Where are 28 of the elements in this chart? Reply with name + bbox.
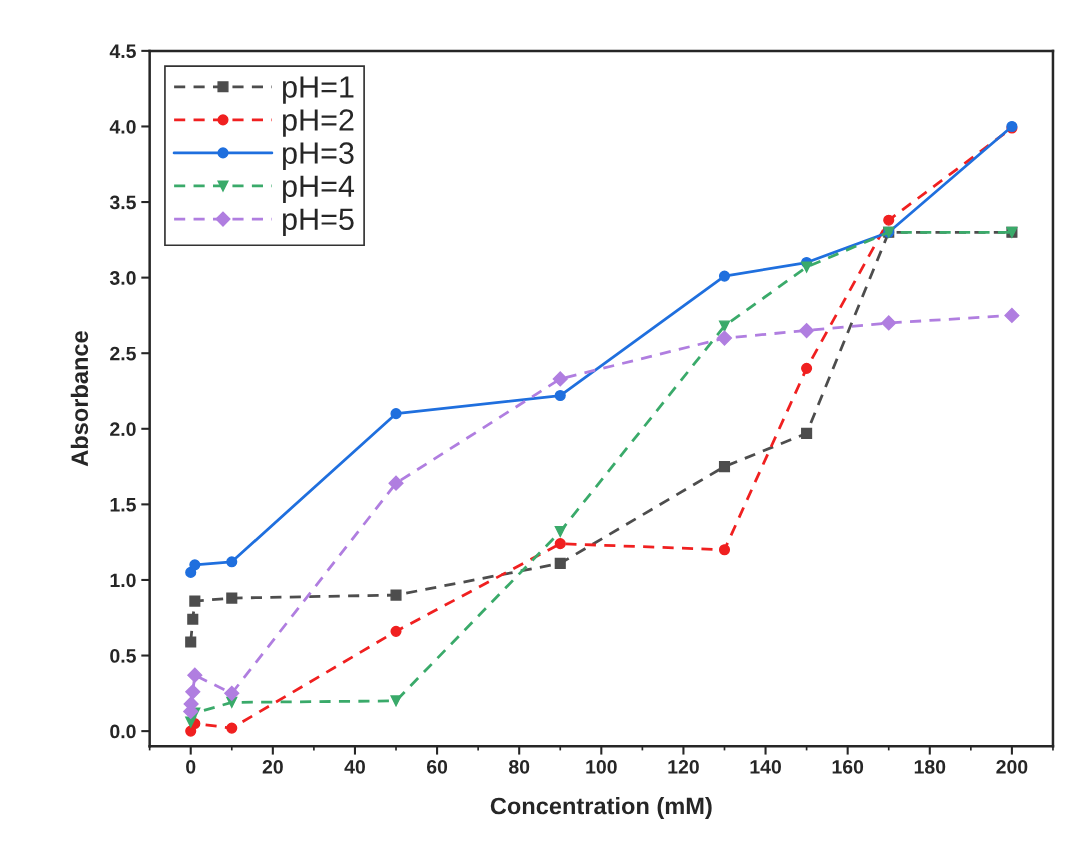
y-tick-label: 1.5 — [110, 498, 136, 512]
legend-label: pH=3 — [283, 142, 354, 170]
x-tick-label: 40 — [344, 759, 365, 774]
x-tick-label: 140 — [750, 759, 781, 774]
x-tick-label: 80 — [509, 759, 530, 774]
legend-label: pH=4 — [283, 175, 355, 204]
y-tick-label: 2.0 — [110, 422, 136, 437]
y-tick-label: 0.5 — [110, 649, 136, 663]
y-tick-label: 3.5 — [109, 195, 136, 210]
x-tick-label: 0 — [186, 759, 196, 774]
x-tick-label: 160 — [832, 759, 864, 774]
x-axis-title: Concentration (mM) — [490, 797, 712, 820]
x-tick-label: 20 — [262, 759, 283, 774]
x-tick-label: 200 — [996, 759, 1028, 774]
x-tick-label: 100 — [586, 759, 617, 774]
legend-label: pH=5 — [283, 208, 354, 237]
x-tick-label: 60 — [426, 759, 448, 774]
y-tick-label: 2.5 — [110, 346, 136, 361]
legend-label: pH=2 — [283, 109, 354, 137]
y-tick-label: 4.5 — [109, 44, 136, 59]
y-axis-title: Absorbance — [70, 331, 89, 467]
y-tick-label: 0.0 — [110, 724, 136, 739]
x-tick-label: 120 — [668, 759, 699, 774]
legend-label: pH=1 — [283, 76, 354, 104]
y-tick-label: 4.0 — [109, 119, 136, 134]
y-tick-label: 1.0 — [110, 573, 136, 588]
x-tick-label: 180 — [914, 759, 946, 774]
y-tick-label: 3.0 — [109, 271, 136, 285]
